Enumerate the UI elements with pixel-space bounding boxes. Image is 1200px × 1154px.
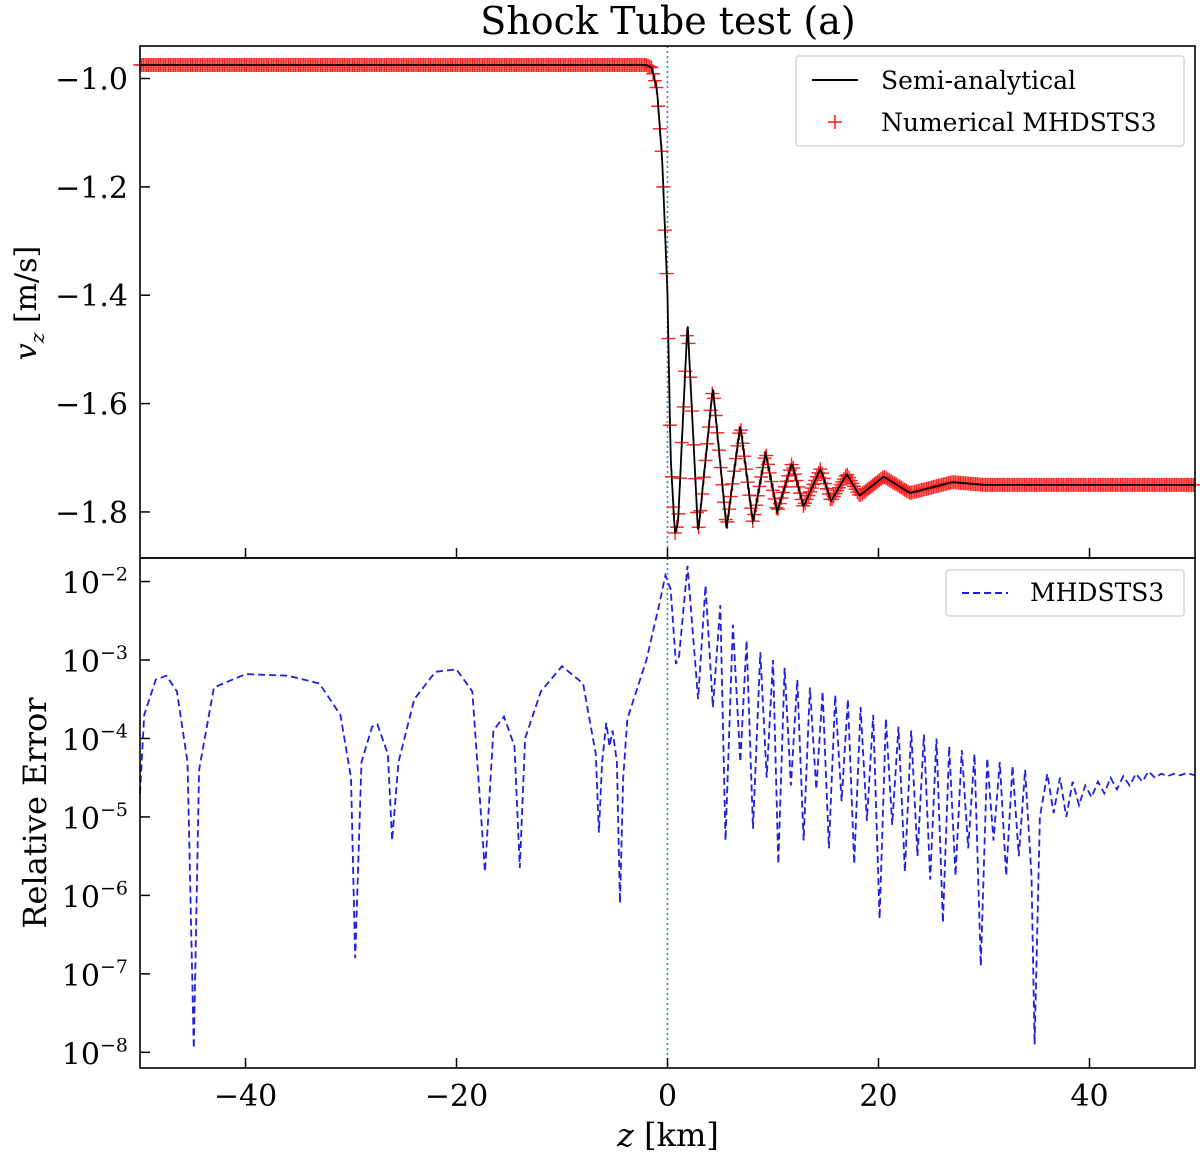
bottom-ytick-label: 10−5 [62, 799, 128, 837]
top-ylabel: vz [m/s] [9, 246, 49, 360]
top-ytick-label: −1.8 [55, 496, 128, 531]
bottom-legend: MHDSTS3 [945, 569, 1185, 617]
x-axis-label-var: z [616, 1116, 635, 1154]
xtick-label: 20 [859, 1079, 897, 1114]
figure-title: Shock Tube test (a) [480, 0, 855, 43]
x-axis-label: z [km] [616, 1116, 719, 1154]
legend-marker-numerical [828, 115, 842, 129]
legend-label-semi-analytical: Semi-analytical [881, 66, 1076, 95]
semi-analytical-line [140, 64, 1195, 534]
xtick-label: 0 [658, 1079, 677, 1114]
bottom-legend-box [945, 569, 1185, 617]
top-ytick-label: −1.0 [55, 63, 128, 98]
top-legend-box [795, 55, 1185, 147]
top-y-ticks: −1.0 −1.2 −1.4 −1.6 −1.8 [55, 63, 150, 531]
x-axis-ticks: −40 −20 0 20 40 [214, 548, 1109, 1114]
xtick-label: −20 [425, 1079, 488, 1114]
bottom-ytick-label: 10−7 [62, 956, 128, 994]
bottom-ytick-label: 10−4 [62, 720, 128, 758]
bottom-ylabel: Relative Error [16, 697, 54, 929]
bottom-ytick-label: 10−2 [62, 564, 128, 602]
top-ytick-label: −1.2 [55, 171, 128, 206]
relative-error-line [139, 565, 1196, 1049]
top-ylabel-unit: [m/s] [9, 246, 44, 323]
top-legend: Semi-analytical Numerical MHDSTS3 [795, 55, 1185, 147]
xtick-label: −40 [214, 1079, 277, 1114]
bottom-y-ticks: 10−2 10−3 10−4 10−5 10−6 10−7 10−8 [62, 564, 150, 1072]
bottom-ytick-label: 10−8 [62, 1034, 128, 1072]
top-ylabel-var: v [9, 343, 44, 360]
legend-label-mhdsts3: MHDSTS3 [1030, 578, 1164, 607]
top-panel: −1.0 −1.2 −1.4 −1.6 −1.8 vz [m/s] Semi-analy… [9, 45, 1200, 559]
top-ytick-label: −1.6 [55, 388, 128, 423]
bottom-plot-area [139, 558, 1196, 1068]
bottom-ytick-label: 10−3 [62, 642, 128, 680]
x-axis-label-unit: [km] [634, 1116, 719, 1154]
bottom-panel: 10−2 10−3 10−4 10−5 10−6 10−7 10−8 −40 −20 0 20 40… [16, 548, 1196, 1114]
legend-label-numerical: Numerical MHDSTS3 [881, 108, 1157, 137]
bottom-ytick-label: 10−6 [62, 877, 128, 915]
top-plot-area [133, 46, 1200, 558]
top-ytick-label: −1.4 [55, 279, 128, 314]
top-ylabel-sub: z [25, 332, 49, 344]
xtick-label: 40 [1070, 1079, 1108, 1114]
